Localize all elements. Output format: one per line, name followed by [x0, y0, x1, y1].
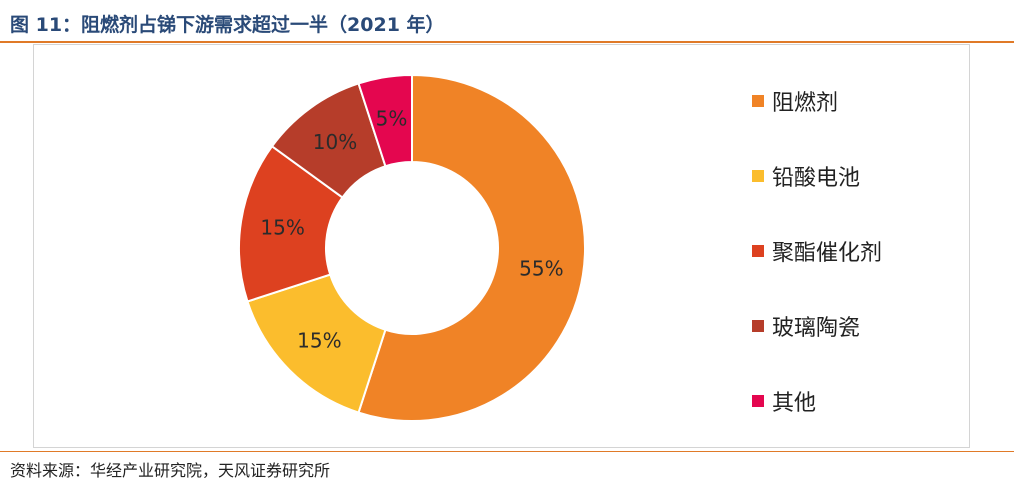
- title-divider: [0, 41, 1014, 43]
- legend-item-other: 其他: [752, 385, 816, 417]
- slice-other: [357, 73, 413, 168]
- legend-item-flame-retardant: 阻燃剂: [752, 85, 838, 117]
- data-label-glass-ceramics: 10%: [313, 130, 357, 154]
- legend-label: 铅酸电池: [772, 166, 861, 191]
- source-note: 资料来源：华经产业研究院，天风证券研究所: [10, 461, 331, 480]
- legend-swatch: [752, 395, 764, 407]
- legend-label: 其他: [772, 391, 817, 416]
- legend-item-lead-acid-battery: 铅酸电池: [752, 160, 860, 192]
- chart-frame: [33, 44, 970, 448]
- data-label-other: 5%: [376, 107, 408, 131]
- legend-item-glass-ceramics: 玻璃陶瓷: [752, 310, 860, 342]
- slice-flame-retardant: [357, 73, 586, 422]
- data-label-flame-retardant: 55%: [519, 256, 563, 280]
- legend-label: 阻燃剂: [772, 91, 839, 116]
- legend-swatch: [752, 320, 764, 332]
- legend-item-polyester-catalyst: 聚酯催化剂: [752, 235, 882, 267]
- legend-swatch: [752, 170, 764, 182]
- legend-label: 聚酯催化剂: [772, 241, 883, 266]
- figure-title: 图 11：阻燃剂占锑下游需求超过一半（2021 年）: [10, 14, 445, 36]
- legend-swatch: [752, 95, 764, 107]
- legend-swatch: [752, 245, 764, 257]
- data-label-lead-acid-battery: 15%: [297, 329, 341, 353]
- legend-label: 玻璃陶瓷: [772, 316, 861, 341]
- source-divider: [0, 451, 1014, 452]
- data-label-polyester-catalyst: 15%: [260, 216, 304, 240]
